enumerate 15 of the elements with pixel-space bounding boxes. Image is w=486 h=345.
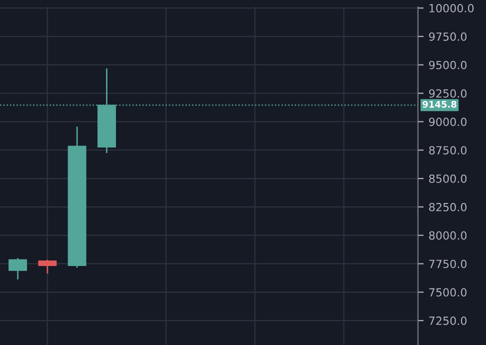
ref-line-label: 9145.8 <box>422 100 456 108</box>
y-tick-label: 8250.0 <box>429 202 467 212</box>
y-tick-label: 8000.0 <box>429 231 467 240</box>
y-tick-label: 7750.0 <box>429 260 467 268</box>
y-tick-label: 7500.0 <box>429 288 467 297</box>
y-tick-label: 8500.0 <box>429 174 467 183</box>
y-tick-label: 10000.0 <box>430 4 474 12</box>
y-tick-label: 9250.0 <box>429 89 467 98</box>
y-tick-label: 9750.0 <box>429 32 467 41</box>
y-tick-label: 7250.0 <box>429 316 467 325</box>
y-tick-label: 8750.0 <box>429 146 467 154</box>
y-tick-label: 9000.0 <box>429 118 467 126</box>
y-tick-label: 9500.0 <box>429 60 467 70</box>
candlestick <box>38 259 57 274</box>
candlestick <box>8 257 28 280</box>
